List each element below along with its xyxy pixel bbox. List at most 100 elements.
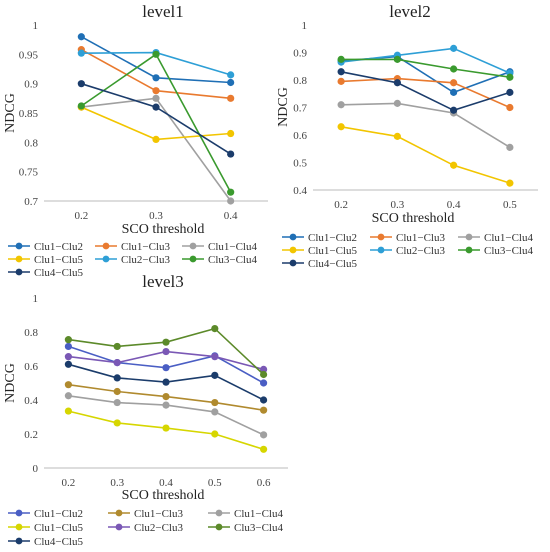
legend-label: Clu1−Clu5	[34, 522, 83, 534]
series-Clu1−Clu2	[77, 33, 235, 87]
x-tick-label: 0.4	[224, 210, 238, 222]
legend-label: Clu1−Clu2	[34, 508, 83, 520]
data-point	[450, 106, 458, 114]
data-point	[64, 407, 72, 415]
data-point	[506, 179, 514, 187]
x-axis-label: SCO threshold	[122, 222, 205, 237]
chart-title: level3	[142, 272, 184, 291]
x-tick-label: 0.3	[110, 477, 124, 489]
legend-swatch-marker	[289, 259, 297, 267]
data-point	[64, 360, 72, 368]
data-point	[337, 101, 345, 109]
data-point	[393, 99, 401, 107]
y-tick-label: 0.9	[293, 48, 307, 60]
data-point	[260, 370, 268, 379]
legend-label: Clu1−Clu4	[484, 232, 533, 244]
legend-swatch-marker	[189, 255, 197, 263]
x-tick-label: 0.3	[149, 210, 163, 222]
data-point	[152, 94, 160, 102]
data-point	[162, 364, 170, 372]
legend-label: Clu1−Clu5	[34, 254, 83, 266]
data-point	[162, 347, 170, 356]
data-point	[64, 381, 72, 389]
legend-swatch-marker	[102, 242, 110, 250]
legend-swatch-marker	[289, 233, 297, 241]
data-point	[260, 445, 268, 453]
legend-label: Clu1−Clu2	[308, 232, 357, 244]
y-tick-label: 0.95	[19, 49, 39, 61]
data-point	[227, 188, 235, 196]
legend-item: Clu1−Clu5	[282, 245, 357, 257]
y-tick-label: 0.4	[293, 185, 307, 197]
data-point	[113, 374, 121, 382]
data-point	[77, 33, 85, 41]
data-point	[450, 79, 458, 87]
legend-item: Clu1−Clu4	[458, 232, 533, 244]
legend-label: Clu2−Clu3	[121, 254, 170, 266]
x-tick-label: 0.2	[74, 210, 88, 222]
legend-item: Clu1−Clu3	[95, 241, 170, 253]
legend-item: Clu4−Clu5	[8, 267, 83, 279]
data-point	[211, 371, 219, 379]
legend-label: Clu3−Clu4	[484, 245, 533, 257]
legend-swatch-marker	[465, 233, 473, 241]
series-Clu4−Clu5	[77, 80, 235, 158]
x-tick-label: 0.6	[257, 477, 271, 489]
series-Clu4−Clu5	[337, 68, 514, 114]
data-point	[211, 398, 219, 407]
data-point	[227, 150, 235, 158]
legend-swatch-marker	[115, 509, 123, 517]
series-Clu3−Clu4	[77, 50, 235, 196]
y-tick-label: 1	[33, 20, 39, 32]
data-point	[450, 65, 458, 73]
data-point	[113, 359, 121, 367]
legend-item: Clu1−Clu3	[370, 232, 445, 244]
chart-title: level2	[389, 2, 431, 21]
data-point	[162, 401, 170, 409]
series-Clu1−Clu5	[64, 407, 268, 453]
y-tick-label: 0.8	[24, 327, 38, 339]
y-tick-label: 0.7	[293, 103, 307, 115]
data-point	[77, 49, 85, 57]
legend-label: Clu1−Clu2	[34, 241, 83, 253]
legend-item: Clu1−Clu2	[8, 241, 83, 253]
data-point	[77, 80, 85, 88]
data-point	[152, 74, 160, 82]
data-point	[64, 342, 72, 351]
legend-label: Clu3−Clu4	[234, 522, 283, 534]
series-Clu4−Clu5	[64, 360, 268, 404]
legend-swatch-marker	[15, 523, 23, 531]
y-tick-label: 1	[33, 293, 39, 305]
series-Clu3−Clu4	[64, 325, 268, 379]
data-point	[64, 336, 72, 344]
data-point	[211, 408, 219, 416]
legend-swatch-marker	[377, 246, 385, 254]
data-point	[227, 94, 235, 102]
y-tick-label: 0.5	[293, 158, 307, 170]
data-point	[450, 44, 458, 52]
legend-label: Clu1−Clu3	[121, 241, 170, 253]
y-tick-label: 0.4	[24, 395, 38, 407]
legend-item: Clu4−Clu5	[8, 536, 83, 548]
legend: Clu1−Clu2 Clu1−Clu3 Clu1−Clu4 Clu1−Clu5 Clu2…	[282, 232, 533, 270]
legend: Clu1−Clu2 Clu1−Clu3 Clu1−Clu4 Clu1−Clu5 Clu2…	[8, 508, 283, 548]
x-tick-label: 0.2	[334, 199, 348, 211]
y-axis-label: NDCG	[3, 363, 18, 403]
data-point	[113, 419, 121, 427]
x-axis-label: SCO threshold	[122, 488, 205, 503]
legend-label: Clu3−Clu4	[208, 254, 257, 266]
data-point	[260, 379, 268, 387]
series-line	[340, 126, 511, 184]
series-line	[341, 58, 511, 78]
data-point	[162, 378, 170, 386]
data-point	[450, 88, 458, 96]
legend-label: Clu1−Clu3	[134, 508, 183, 520]
x-tick-label: 0.4	[159, 477, 173, 489]
y-axis-label: NDCG	[3, 93, 18, 133]
legend-swatch-marker	[289, 246, 297, 254]
legend-item: Clu2−Clu3	[370, 245, 445, 257]
data-point	[162, 424, 170, 432]
data-point	[506, 88, 514, 96]
